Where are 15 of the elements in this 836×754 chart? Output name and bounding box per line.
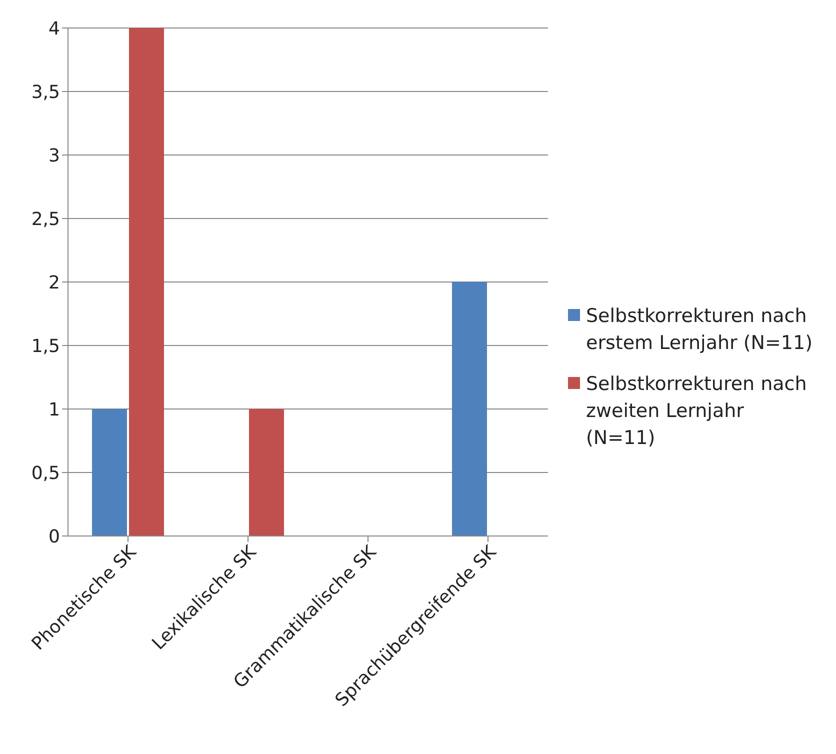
y-tick-label: 3 — [48, 145, 60, 166]
bar — [249, 409, 284, 536]
bar — [129, 28, 164, 536]
y-tick-label: 4 — [48, 18, 60, 40]
y-tick-label: 2 — [48, 272, 60, 294]
y-tick-label: 3,5 — [31, 82, 60, 103]
bar — [92, 409, 127, 536]
y-tick-label: 2,5 — [31, 208, 60, 230]
y-tick-label: 0,5 — [31, 462, 60, 484]
legend-label: Selbstkorrekturen nach erstem Lernjahr (N=11) — [586, 304, 814, 356]
y-tick-label: 1,5 — [31, 336, 60, 357]
y-tick-label: 1 — [48, 399, 60, 420]
bar — [452, 282, 487, 536]
legend-label: Selbstkorrekturen nach zweiten Lernjahr (N=11) — [586, 372, 808, 450]
y-tick-label: 0 — [48, 526, 60, 548]
